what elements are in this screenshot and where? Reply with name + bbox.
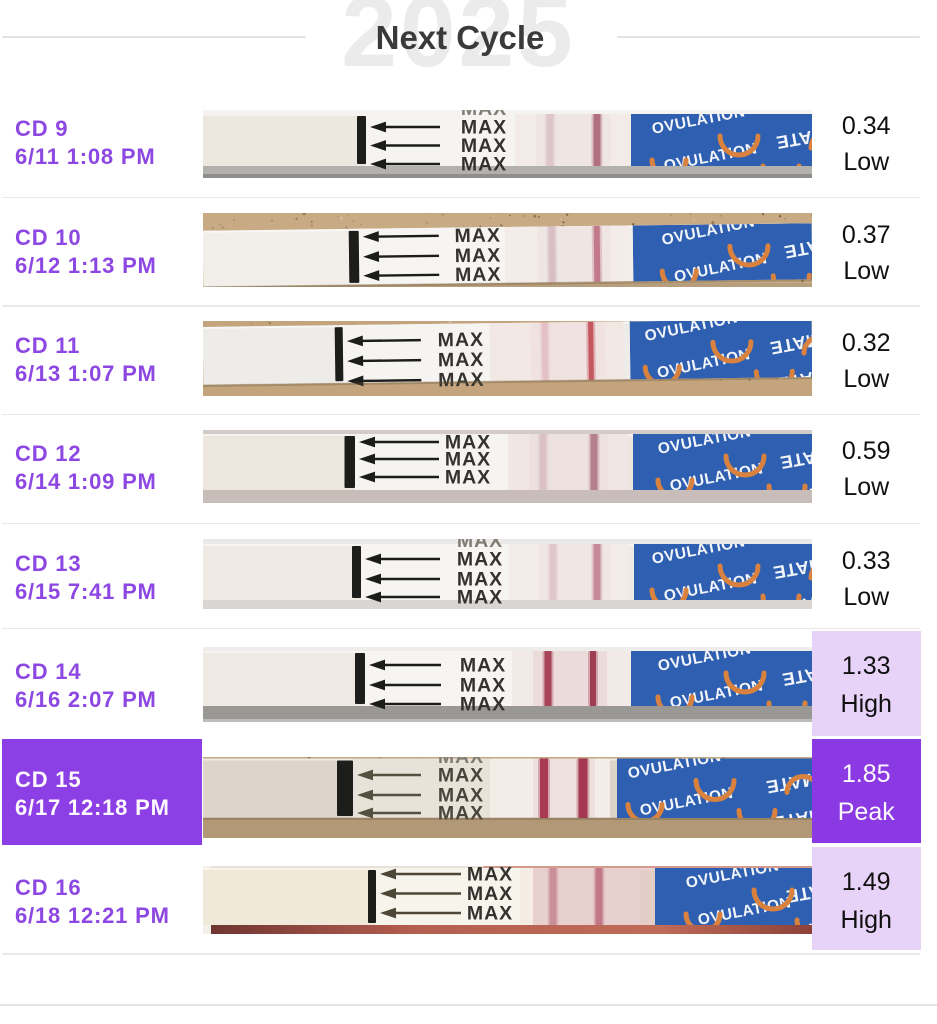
svg-text:MAX: MAX <box>460 655 506 677</box>
svg-text:MAX: MAX <box>455 245 502 268</box>
svg-text:MAX: MAX <box>460 694 506 716</box>
svg-text:MAX: MAX <box>438 329 485 352</box>
svg-text:MAX: MAX <box>438 803 484 825</box>
svg-text:MAX: MAX <box>460 675 506 697</box>
svg-text:MAX: MAX <box>445 467 491 489</box>
svg-text:MAX: MAX <box>438 765 484 787</box>
svg-text:MAX: MAX <box>467 883 513 905</box>
svg-text:MAX: MAX <box>461 110 507 120</box>
svg-text:MAX: MAX <box>457 569 503 591</box>
svg-text:MAX: MAX <box>457 587 503 609</box>
svg-text:MAX: MAX <box>445 432 491 454</box>
svg-text:MAX: MAX <box>461 154 507 176</box>
svg-text:MAX: MAX <box>461 117 507 139</box>
svg-text:MAX: MAX <box>455 264 502 287</box>
svg-text:MAX: MAX <box>467 866 513 886</box>
svg-text:MAX: MAX <box>461 135 507 157</box>
svg-text:MAX: MAX <box>457 539 503 552</box>
svg-text:MAX: MAX <box>438 349 485 372</box>
svg-text:MAX: MAX <box>445 449 491 471</box>
svg-text:MAX: MAX <box>467 903 513 925</box>
svg-text:MAX: MAX <box>457 549 503 571</box>
svg-text:MAX: MAX <box>454 225 501 248</box>
svg-text:MAX: MAX <box>438 369 485 392</box>
svg-text:MAX: MAX <box>438 785 484 807</box>
svg-text:MAX: MAX <box>438 757 484 768</box>
